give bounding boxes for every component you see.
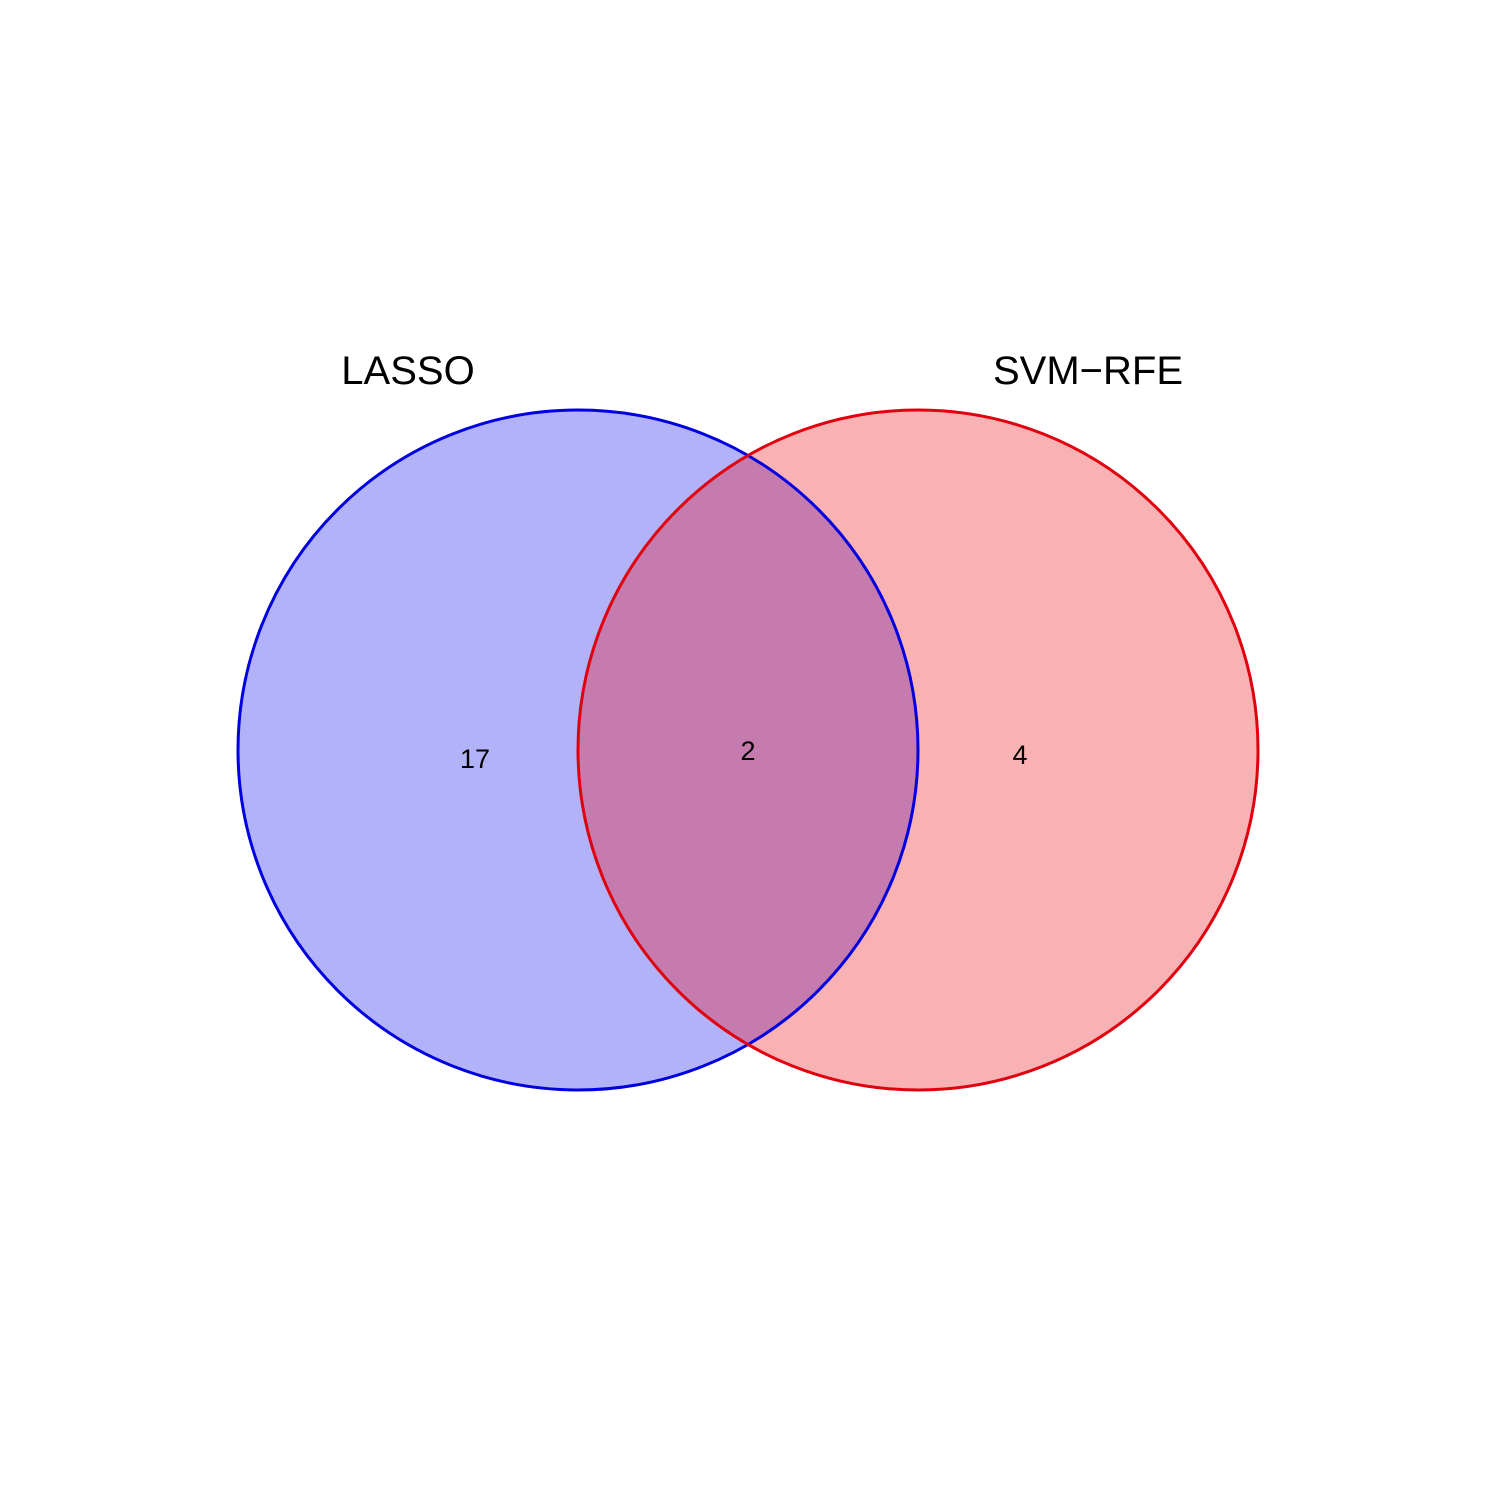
lasso-set-outline — [236, 408, 920, 1092]
svm-rfe-only-count: 4 — [1012, 740, 1027, 770]
lasso-only-count: 17 — [460, 744, 490, 774]
svm-rfe-set-label: SVM−RFE — [993, 349, 1183, 393]
overlap-region — [578, 410, 918, 1090]
intersection-count: 2 — [740, 736, 755, 766]
lasso-set-label: LASSO — [341, 349, 474, 393]
svm-rfe-set-outline — [576, 408, 1260, 1092]
